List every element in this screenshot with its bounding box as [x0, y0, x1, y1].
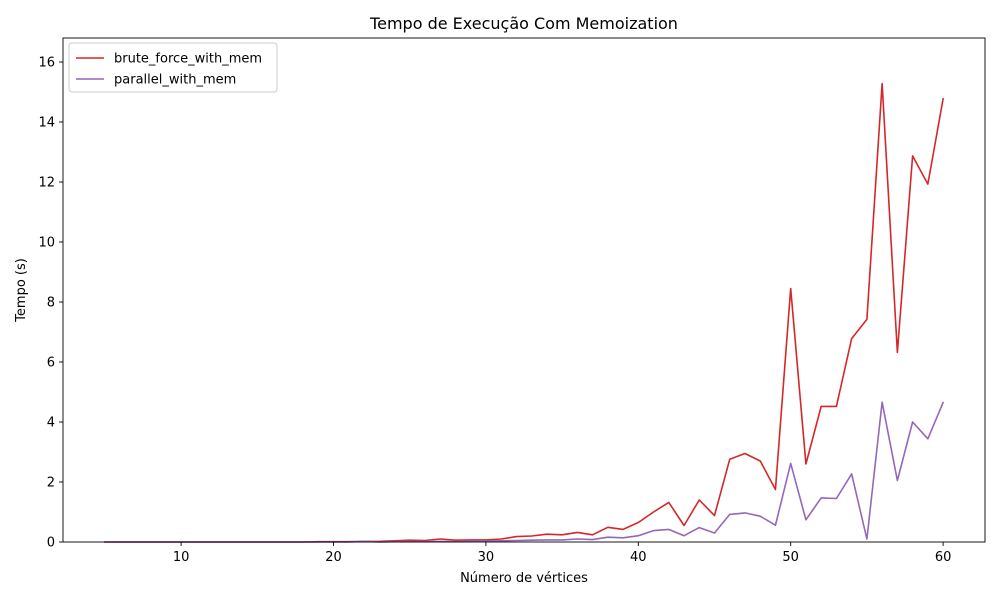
y-tick-label: 10 [38, 236, 55, 251]
legend: brute_force_with_mem parallel_with_mem [68, 42, 278, 93]
y-tick-label: 14 [38, 116, 55, 131]
legend-items: brute_force_with_mem parallel_with_mem [76, 52, 262, 88]
y-tick-label: 4 [47, 416, 55, 431]
legend-box [68, 42, 278, 93]
y-tick-label: 16 [38, 56, 55, 71]
axes-frame [62, 37, 986, 543]
chart-title: Tempo de Execução Com Memoization [369, 14, 678, 33]
x-tick-label: 20 [325, 550, 342, 565]
y-tick-label: 2 [47, 476, 55, 491]
x-axis-ticks: 10 20 30 40 50 60 [173, 542, 952, 565]
plot-area: 10 20 30 40 50 60 0 2 4 6 8 10 12 14 16 [38, 37, 986, 565]
y-axis-ticks: 0 2 4 6 8 10 12 14 16 [38, 56, 63, 551]
x-tick-label: 50 [782, 550, 799, 565]
y-axis-label: Tempo (s) [14, 258, 29, 323]
x-axis-label: Número de vértices [460, 571, 588, 586]
x-tick-label: 30 [478, 550, 495, 565]
y-tick-label: 8 [47, 296, 55, 311]
x-tick-label: 10 [173, 550, 190, 565]
y-tick-label: 0 [47, 536, 55, 551]
x-tick-label: 40 [630, 550, 647, 565]
legend-label: brute_force_with_mem [114, 52, 262, 67]
y-tick-label: 12 [38, 176, 55, 191]
x-tick-label: 60 [935, 550, 952, 565]
y-tick-label: 6 [47, 356, 55, 371]
legend-label: parallel_with_mem [114, 73, 236, 88]
